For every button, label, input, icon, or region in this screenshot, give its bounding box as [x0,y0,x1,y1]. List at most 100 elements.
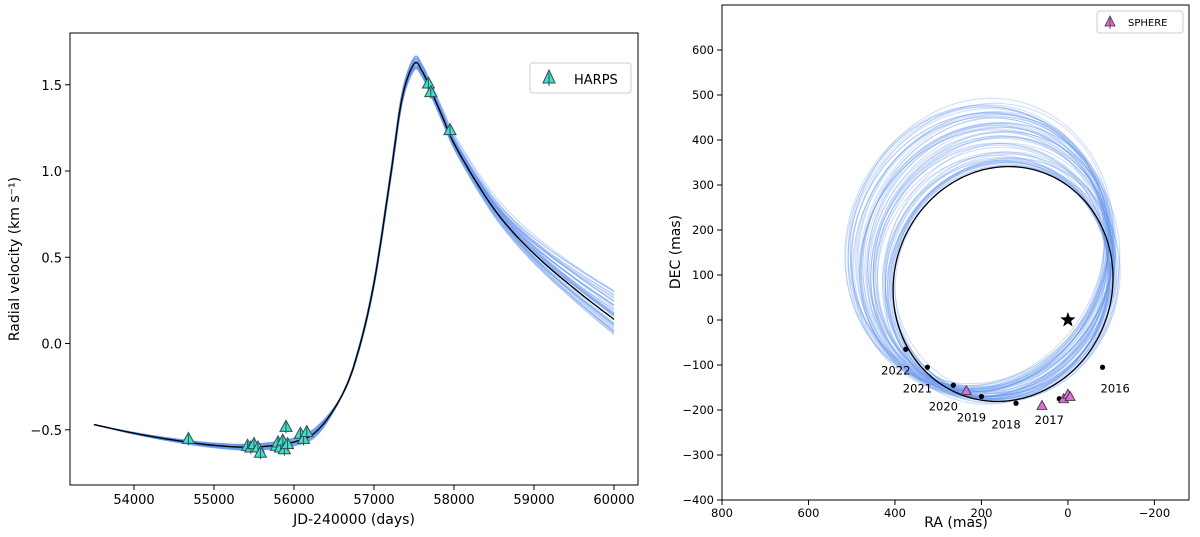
sphere-legend-label: SPHERE [1128,18,1167,29]
orbit-x-tick-label: 600 [798,506,820,520]
rv-sample-curve [93,68,615,450]
orbit-sample-curve [870,131,1113,399]
epoch-marker [978,393,985,400]
orbit-sphere-points [960,384,1076,410]
orbit-sample-curve [852,110,1111,394]
rv-y-tick-label: 1.5 [41,79,62,94]
epoch-label: 2018 [991,417,1020,431]
orbit-sample-curve [885,151,1115,397]
orbit-sample-curve [857,115,1114,392]
orbit-sample-curve [881,156,1109,398]
rv-x-tick-label: 56000 [273,493,314,508]
rv-x-tick-label: 57000 [353,493,394,508]
orbit-sample-curve [884,152,1109,398]
rv-ylabel: Radial velocity (km s⁻¹) [7,177,23,341]
orbit-sample-curve [874,144,1115,397]
rv-sample-curve [93,65,615,449]
orbit-y-tick-label: 0 [707,313,714,327]
orbit-sample-curve [876,136,1114,393]
orbit-sample-curve [859,114,1114,398]
orbit-sample-curve [872,142,1115,397]
orbit-sample-curve [847,108,1109,391]
orbit-best-fit [892,165,1114,403]
rv-sample-curve [93,67,615,448]
epoch-marker [924,364,930,370]
harps-point [423,84,438,99]
orbit-sample-curve [862,122,1113,391]
orbit-axes-frame [721,4,1190,501]
rv-sample-curve [93,65,615,448]
orbit-sample-curve [847,106,1108,385]
orbit-sample-curve [888,164,1110,403]
orbit-y-tick-label: −200 [682,403,714,417]
orbit-sample-curve [884,164,1109,405]
orbit-sample-curve [860,123,1107,394]
rv-harps-points [181,75,457,460]
orbit-sample-curve [867,122,1117,390]
rv-x-tick-label: 55000 [193,493,234,508]
orbit-sample-curve [872,135,1115,393]
epoch-label: 2020 [929,399,958,413]
orbit-sample-curve [872,137,1116,395]
harps-legend-label: HARPS [574,73,618,88]
orbit-sample-curve [891,157,1121,400]
orbit-y-tick-label: −100 [682,358,714,372]
rv-sample-curves [93,55,615,451]
orbit-sample-curve [894,165,1116,401]
orbit-sample-curve [865,126,1109,389]
orbit-sample-curve [868,126,1114,393]
orbit-x-tick-label: 0 [1064,506,1071,520]
orbit-sample-curve [849,97,1114,388]
orbit-y-tick-label: 100 [692,268,714,282]
orbit-sample-curve [886,163,1111,404]
orbit-sample-curve [862,116,1111,396]
orbit-sample-curves [844,97,1121,405]
orbit-y-tick-label: 200 [692,223,714,237]
epoch-marker [1013,400,1019,406]
harps-point [421,75,436,91]
orbit-ylabel: DEC (mas) [668,215,684,289]
rv-axes-frame [69,32,639,486]
harps-point [443,122,457,137]
epoch-marker [903,346,909,352]
rv-x-tick-label: 59000 [513,493,554,508]
sphere-point [960,384,972,396]
epoch-label: 2019 [957,411,986,425]
orbit-sample-curve [856,111,1109,392]
harps-point [279,419,293,434]
rv-y-tick-label: 1.0 [41,165,62,180]
orbit-sample-curve [855,116,1109,392]
orbit-sample-curve [859,129,1105,393]
orbit-sample-curve [875,136,1113,394]
orbit-x-tick-label: 800 [711,506,733,520]
orbit-sample-curve [889,161,1111,400]
orbit-sample-curve [873,146,1108,397]
orbit-y-tick-label: −400 [682,493,714,507]
rv-legend: HARPS [529,62,632,94]
orbit-sample-curve [889,160,1119,402]
orbit-x-tick-label: 400 [884,506,906,520]
orbit-sample-curve [859,128,1112,398]
orbit-sample-curve [870,135,1112,398]
orbit-y-tick-label: 600 [692,43,714,57]
rv-xlabel: JD-240000 (days) [292,512,415,528]
rv-y-tick-label: 0.5 [41,251,62,266]
harps-point [181,431,196,446]
orbit-sample-curve [872,143,1108,398]
harps-point [280,436,295,451]
orbit-sample-curve [860,117,1106,391]
orbit-legend: SPHERE [1096,10,1184,34]
orbit-sample-curve [884,158,1110,401]
orbit-sample-curve [887,161,1111,399]
orbit-sample-curve [850,112,1110,390]
orbit-sample-curve [876,154,1110,401]
orbit-sample-curve [864,125,1110,390]
orbit-sample-curve [844,104,1105,390]
rv-y-tick-label: 0.0 [41,338,62,353]
orbit-x-tick-label: −200 [1139,506,1171,520]
orbit-sample-curve [860,124,1113,398]
rv-x-ticks: 54000 55000 56000 57000 58000 59000 60000 [113,485,635,508]
orbit-sample-curve [853,113,1110,389]
rv-x-tick-label: 58000 [433,493,474,508]
orbit-y-tick-label: 400 [692,133,714,147]
